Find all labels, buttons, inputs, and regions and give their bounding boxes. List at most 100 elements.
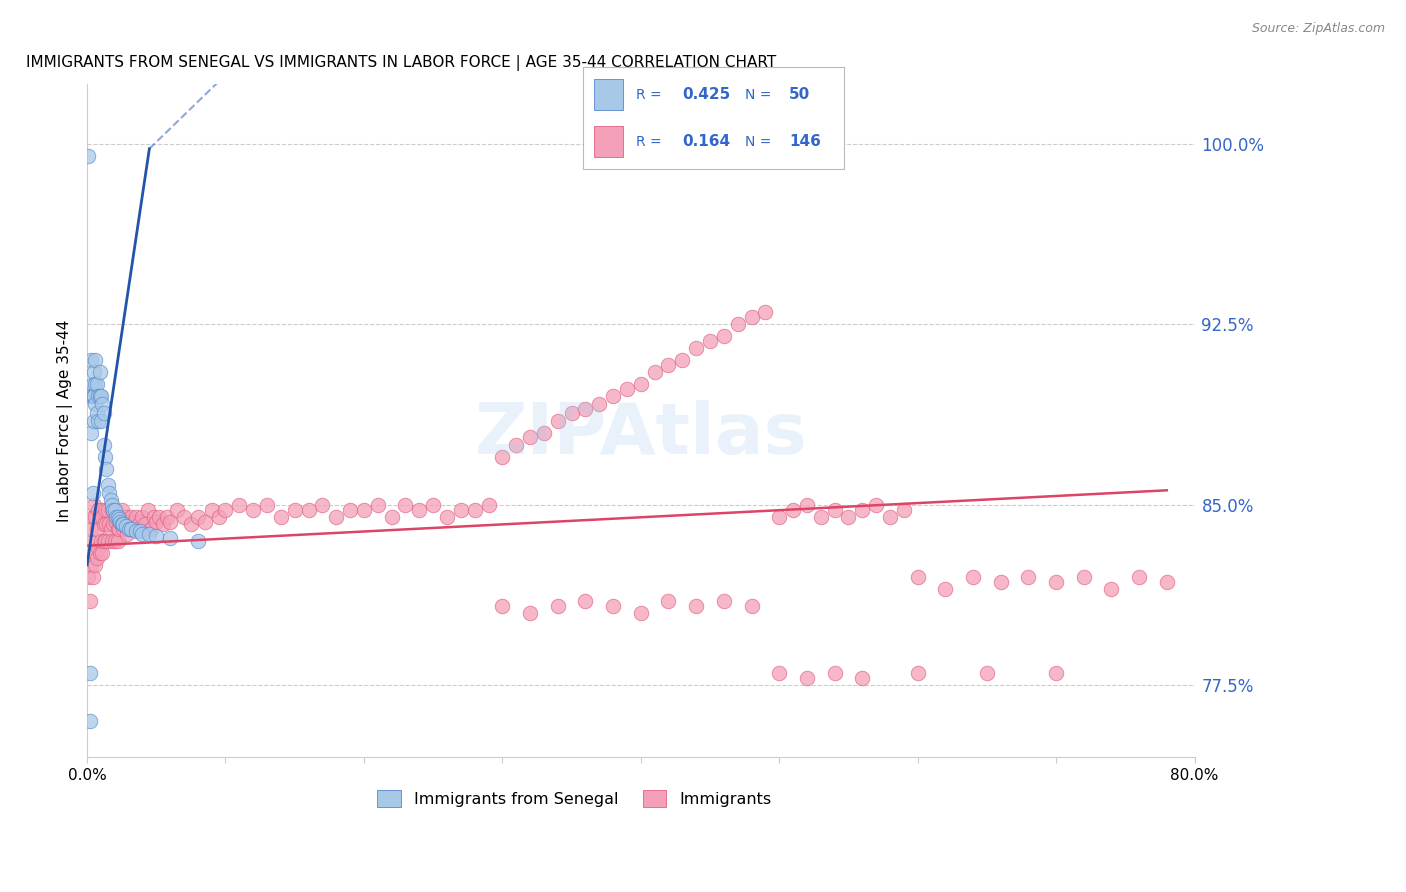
Point [117, 522, 139, 536]
Point [86, 550, 108, 565]
Text: R =: R = [636, 87, 661, 102]
Point [284, 502, 307, 516]
Point [616, 382, 638, 396]
Point [962, 570, 984, 584]
Point [105, 509, 128, 524]
Point [110, 515, 132, 529]
Point [810, 509, 832, 524]
Point [782, 502, 804, 516]
Point [837, 509, 859, 524]
Text: N =: N = [745, 135, 770, 149]
Point [103, 502, 125, 516]
Point [82, 377, 104, 392]
Point [115, 526, 138, 541]
Point [893, 502, 915, 516]
Point [104, 502, 127, 516]
Point [104, 502, 127, 516]
Point [98, 516, 121, 531]
Point [148, 509, 170, 524]
Point [82, 390, 104, 404]
Point [128, 524, 150, 539]
Point [101, 498, 124, 512]
Point [125, 522, 148, 536]
Y-axis label: In Labor Force | Age 35-44: In Labor Force | Age 35-44 [58, 319, 73, 522]
Point [84, 558, 107, 572]
Point [80, 558, 103, 572]
Point [685, 599, 707, 613]
Text: N =: N = [745, 87, 770, 102]
Point [108, 522, 131, 536]
Point [84, 509, 107, 524]
Point [136, 502, 159, 516]
Point [671, 353, 693, 368]
Point [1156, 574, 1178, 589]
Point [644, 366, 666, 380]
Point [630, 377, 652, 392]
Point [142, 509, 165, 524]
Point [111, 502, 134, 516]
Text: 50: 50 [789, 87, 810, 102]
Point [574, 401, 596, 416]
Point [139, 522, 162, 536]
Point [100, 522, 122, 536]
Point [94, 533, 117, 548]
Point [93, 533, 115, 548]
Point [1017, 570, 1039, 584]
Point [1128, 570, 1150, 584]
Point [122, 515, 145, 529]
Point [394, 498, 416, 512]
Point [94, 450, 117, 464]
Point [1045, 666, 1067, 681]
Point [824, 502, 846, 516]
Point [242, 502, 264, 516]
Point [166, 502, 188, 516]
Point [311, 498, 333, 512]
Point [77, 149, 100, 163]
Point [83, 390, 105, 404]
Point [450, 502, 472, 516]
Bar [593, 127, 623, 157]
Point [90, 413, 112, 427]
Point [907, 666, 929, 681]
Point [1101, 582, 1123, 596]
Point [79, 666, 101, 681]
Point [100, 492, 122, 507]
Bar [593, 79, 623, 110]
Point [907, 570, 929, 584]
Point [754, 305, 776, 319]
Point [87, 541, 110, 555]
Point [436, 509, 458, 524]
Point [101, 502, 124, 516]
Text: 0.164: 0.164 [682, 135, 731, 149]
Point [477, 498, 499, 512]
Point [713, 329, 735, 343]
Point [89, 546, 111, 560]
Point [131, 509, 153, 524]
Point [118, 522, 141, 536]
Point [768, 666, 790, 681]
Point [574, 594, 596, 608]
Point [131, 526, 153, 541]
Point [90, 502, 112, 516]
Point [82, 509, 104, 524]
Point [768, 509, 790, 524]
Point [89, 390, 111, 404]
Point [201, 502, 224, 516]
Point [491, 450, 513, 464]
Point [180, 516, 202, 531]
Point [121, 522, 143, 536]
Point [96, 516, 118, 531]
Point [87, 390, 110, 404]
Point [824, 666, 846, 681]
Point [90, 390, 112, 404]
Point [96, 461, 118, 475]
Point [657, 358, 679, 372]
Text: R =: R = [636, 135, 661, 149]
Point [110, 515, 132, 529]
Point [84, 397, 107, 411]
Point [796, 498, 818, 512]
Point [159, 515, 181, 529]
Point [297, 502, 319, 516]
Point [83, 413, 105, 427]
Point [152, 516, 174, 531]
